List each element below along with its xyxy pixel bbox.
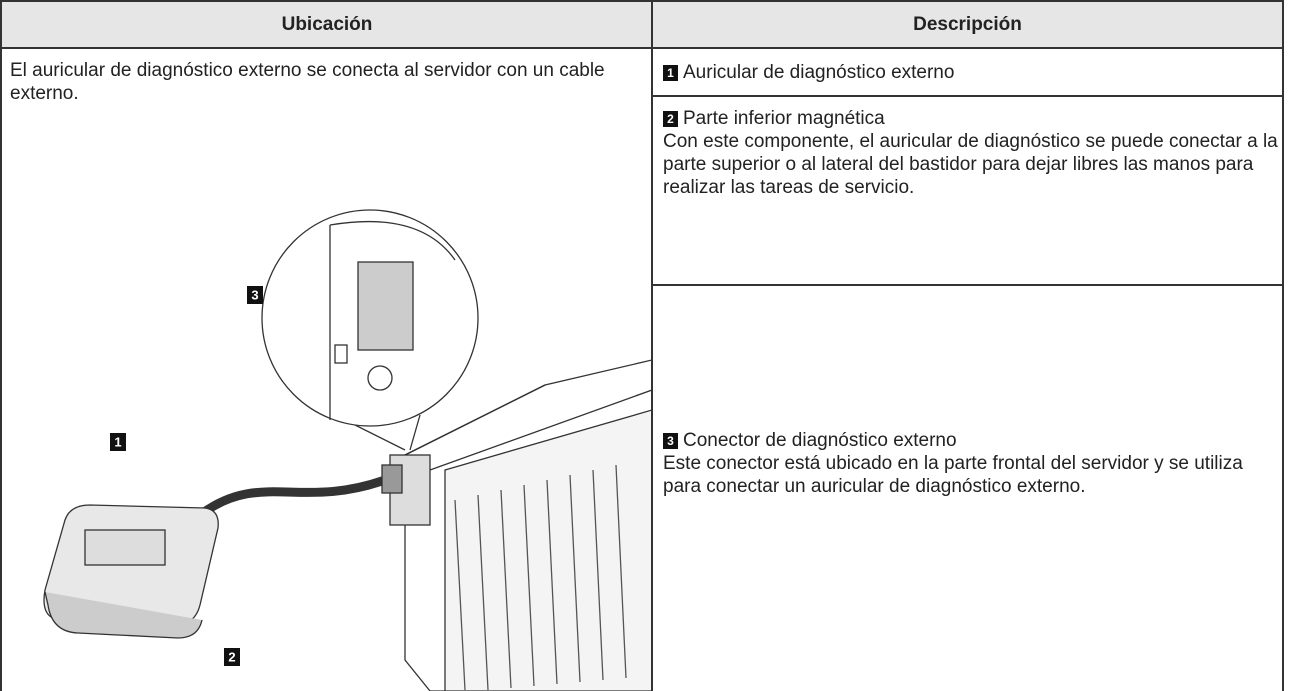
border — [651, 284, 1284, 286]
row-title: Parte inferior magnética — [683, 108, 885, 129]
row-title: Conector de diagnóstico externo — [683, 429, 957, 451]
location-text: El auricular de diagnóstico externo se c… — [10, 60, 605, 104]
row-description: Con este componente, el auricular de dia… — [663, 131, 1278, 198]
row-content: 2 Parte inferior magnética — [663, 107, 1278, 130]
callout-box — [247, 286, 263, 304]
badge: 3 — [663, 432, 678, 449]
callout-number: 3 — [251, 287, 258, 302]
illustration: 3 1 2 — [43, 209, 652, 691]
header-text: Ubicación — [281, 13, 373, 35]
border — [0, 0, 1284, 2]
callout-box — [224, 648, 240, 666]
row-description: Este conector está ubicado en la parte f… — [663, 452, 1243, 497]
row-cell: 3 Conector de diagnóstico externo Este co… — [663, 285, 1278, 691]
badge: 1 — [663, 64, 678, 81]
header-cell: Ubicación — [2, 0, 652, 48]
border — [651, 0, 653, 691]
row-title: Auricular de diagnóstico externo — [683, 61, 955, 83]
callout-number: 2 — [228, 649, 235, 664]
callout-number: 1 — [114, 434, 121, 449]
border — [0, 0, 2, 691]
row-cell: 2 Parte inferior magnética Con este compo… — [663, 107, 1278, 199]
row-content: 1 Auricular de diagnóstico externo — [663, 61, 954, 84]
border — [0, 47, 1284, 49]
border — [651, 95, 1284, 97]
callout-box — [110, 433, 126, 451]
border — [1282, 0, 1284, 691]
header-text: Descripción — [913, 13, 1022, 35]
header-cell: Descripción — [652, 0, 1283, 48]
badge: 2 — [663, 111, 678, 127]
row-content: 3 Conector de diagnóstico externo Este co… — [663, 429, 1278, 498]
row-cell: 1 Auricular de diagnóstico externo — [663, 48, 1278, 96]
